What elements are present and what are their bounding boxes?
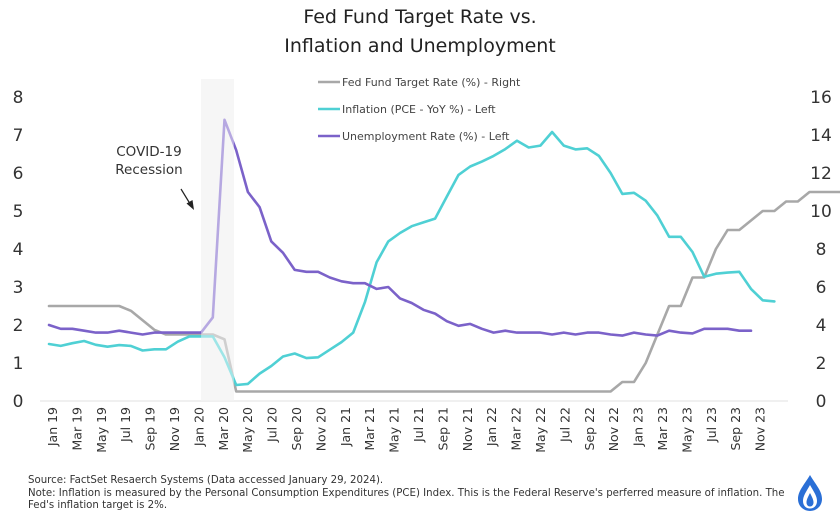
legend-label: Fed Fund Target Rate (%) - Right — [342, 76, 521, 89]
right-axis-tick: 0 — [816, 392, 827, 412]
x-axis-tick: Mar 23 — [655, 407, 670, 450]
series-layer — [47, 118, 840, 393]
x-axis-tick: Nov 22 — [606, 407, 621, 451]
x-axis-tick: Mar 22 — [509, 407, 524, 450]
flame-drop-logo-icon — [798, 475, 822, 511]
x-axis-tick: May 20 — [240, 407, 255, 453]
x-axis-tick: Sep 23 — [728, 407, 743, 450]
left-axis-tick: 7 — [13, 126, 24, 146]
x-axis-tick: May 19 — [94, 407, 109, 453]
left-axis-tick: 1 — [13, 354, 24, 374]
x-axis-tick: Nov 21 — [460, 407, 475, 451]
left-axis-tick: 3 — [13, 278, 24, 298]
x-axis-tick: Jul 19 — [118, 407, 133, 443]
inflation-line — [47, 130, 776, 387]
legend-label: Inflation (PCE - YoY %) - Left — [342, 103, 496, 116]
left-axis-tick: 4 — [13, 240, 24, 260]
chart-title-line2: Inflation and Unemployment — [284, 35, 556, 57]
right-axis-ticks: 0 2 4 6 8 10 12 14 16 — [810, 88, 832, 412]
x-axis-tick: Mar 21 — [362, 407, 377, 450]
left-axis-ticks: 0 1 2 3 4 5 6 7 8 — [13, 88, 24, 412]
chart-footer: Source: FactSet Resaerch Systems (Data a… — [28, 475, 788, 513]
x-axis-tick: Mar 20 — [216, 407, 231, 451]
x-axis-tick: Mar 19 — [69, 407, 84, 451]
x-axis-tick: May 23 — [679, 407, 694, 453]
chart-legend: Fed Fund Target Rate (%) - Right Inflatio… — [318, 76, 521, 143]
x-axis-tick: Jul 22 — [557, 407, 572, 443]
x-axis-tick: Jul 20 — [265, 407, 280, 443]
left-axis-tick: 8 — [13, 88, 24, 108]
right-axis-tick: 14 — [810, 126, 832, 146]
x-axis-tick: Jul 21 — [411, 407, 426, 443]
covid-annotation-arrow-head — [186, 200, 194, 210]
right-axis-tick: 6 — [816, 278, 827, 298]
right-axis-tick: 4 — [816, 316, 827, 336]
x-axis-tick: Sep 20 — [289, 407, 304, 450]
right-axis-tick: 10 — [810, 202, 832, 222]
x-axis-tick: Jan 22 — [484, 407, 499, 447]
methodology-note: Note: Inflation is measured by the Perso… — [28, 487, 785, 512]
chart-title-line1: Fed Fund Target Rate vs. — [303, 6, 536, 28]
right-axis-tick: 2 — [816, 354, 827, 374]
x-axis-tick: Jul 23 — [704, 407, 719, 443]
left-axis-tick: 0 — [13, 392, 24, 412]
recession-wash — [201, 79, 234, 401]
x-axis-tick: Sep 19 — [143, 407, 158, 450]
source-note: Source: FactSet Resaerch Systems (Data a… — [28, 475, 384, 486]
right-axis-tick: 16 — [810, 88, 832, 108]
covid-annotation-line1: COVID-19 — [116, 144, 181, 160]
left-axis-tick: 5 — [13, 202, 24, 222]
right-axis-tick: 12 — [810, 164, 832, 184]
x-axis-tick: Sep 22 — [582, 407, 597, 450]
covid-annotation-line2: Recession — [115, 162, 182, 178]
x-axis-tick: Nov 20 — [313, 407, 328, 451]
fed-funds-rate-line — [47, 190, 840, 393]
x-axis-tick: Jan 20 — [191, 407, 206, 447]
recession-overlay — [201, 79, 234, 401]
x-axis-tick: Nov 23 — [753, 407, 768, 451]
x-axis-tick: Jan 23 — [631, 407, 646, 447]
x-axis-tick: May 21 — [387, 407, 402, 453]
left-axis-tick: 2 — [13, 316, 24, 336]
legend-label: Unemployment Rate (%) - Left — [342, 130, 510, 143]
x-axis-ticks: Jan 19 Mar 19 May 19 Jul 19 Sep 19 Nov 19 Jan … — [45, 407, 768, 453]
right-axis-tick: 8 — [816, 240, 827, 260]
x-axis-tick: Sep 21 — [435, 407, 450, 450]
x-axis-tick: Nov 19 — [167, 407, 182, 451]
left-axis-tick: 6 — [13, 164, 24, 184]
x-axis-tick: Jan 21 — [338, 407, 353, 447]
unemployment-line — [47, 118, 753, 337]
x-axis-tick: May 22 — [533, 407, 548, 453]
x-axis-tick: Jan 19 — [45, 407, 60, 447]
